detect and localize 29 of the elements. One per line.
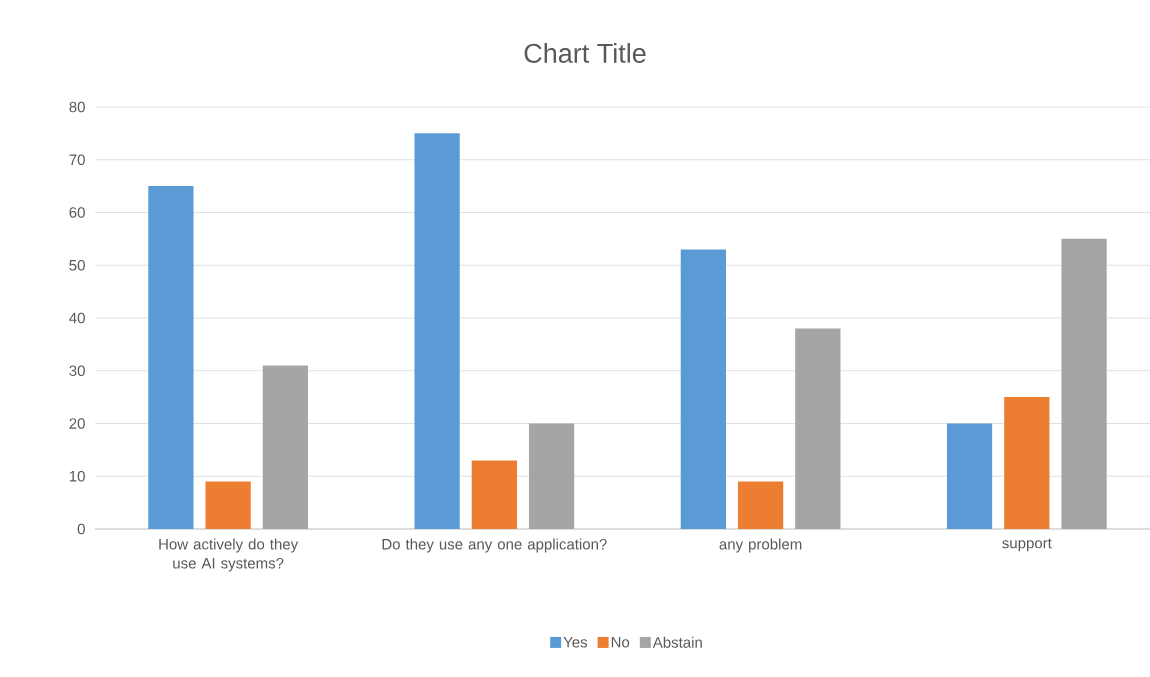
bar bbox=[680, 249, 726, 529]
bar bbox=[471, 460, 517, 529]
y-tick-label: 30 bbox=[69, 365, 85, 377]
legend-label: Yes bbox=[563, 637, 588, 648]
y-tick-label: 80 bbox=[69, 101, 85, 113]
bar bbox=[737, 481, 784, 529]
x-tick-label: Do they use any one application? bbox=[382, 538, 607, 553]
bar bbox=[795, 328, 841, 529]
y-tick-label: 20 bbox=[69, 418, 85, 429]
x-tick-label: any problem bbox=[719, 538, 802, 553]
bar bbox=[414, 133, 460, 529]
y-tick-label: 0 bbox=[77, 523, 85, 535]
legend-label: No bbox=[611, 637, 630, 648]
bar bbox=[1061, 238, 1107, 529]
bar bbox=[946, 423, 993, 529]
y-tick-label: 60 bbox=[69, 207, 85, 218]
x-tick-label: support bbox=[1002, 538, 1052, 552]
bar bbox=[205, 481, 251, 529]
y-tick-label: 70 bbox=[69, 154, 85, 166]
chart-title: Chart Title bbox=[524, 43, 646, 63]
bar bbox=[1004, 397, 1050, 529]
y-tick-label: 10 bbox=[69, 470, 85, 482]
bar bbox=[528, 423, 575, 529]
bar bbox=[148, 186, 194, 529]
x-tick-label: How actively do they use AI systems? bbox=[159, 538, 299, 572]
legend-label: Abstain bbox=[652, 636, 702, 648]
bar bbox=[262, 365, 308, 529]
y-tick-label: 40 bbox=[69, 312, 85, 324]
y-tick-label: 50 bbox=[69, 259, 85, 271]
